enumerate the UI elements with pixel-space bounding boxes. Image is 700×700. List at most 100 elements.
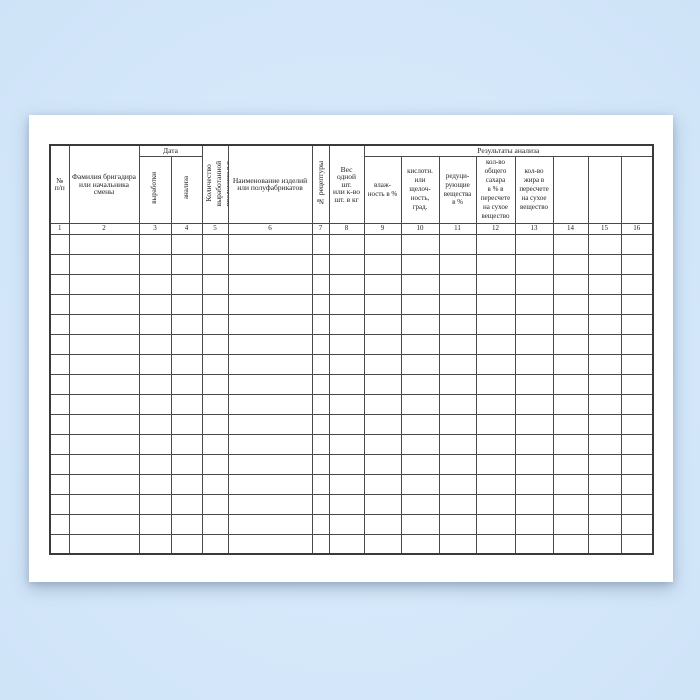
empty-cell xyxy=(438,353,477,375)
empty-cell xyxy=(68,393,140,415)
empty-cell xyxy=(170,333,203,355)
empty-cell xyxy=(587,313,622,335)
empty-cell xyxy=(552,473,589,495)
empty-cell xyxy=(514,373,554,395)
empty-cell xyxy=(363,413,402,435)
empty-cell xyxy=(438,253,477,275)
empty-cell xyxy=(138,293,172,315)
empty-cell xyxy=(438,333,477,355)
empty-cell xyxy=(552,393,589,415)
empty-cell xyxy=(438,473,477,495)
empty-cell xyxy=(363,473,402,495)
empty-cell xyxy=(552,333,589,355)
empty-cell xyxy=(363,493,402,515)
col-header-blank-15 xyxy=(587,155,622,224)
empty-cell xyxy=(311,473,330,495)
empty-cell xyxy=(49,473,70,495)
empty-cell xyxy=(170,373,203,395)
col-header-npp: № п/п xyxy=(49,144,70,224)
empty-cell xyxy=(620,313,654,335)
empty-cell xyxy=(400,293,440,315)
empty-cell xyxy=(311,493,330,515)
column-number: 5 xyxy=(201,222,229,235)
empty-cell xyxy=(475,273,516,295)
empty-cell xyxy=(363,453,402,475)
empty-cell xyxy=(227,513,313,535)
empty-cell xyxy=(311,293,330,315)
empty-cell xyxy=(49,373,70,395)
empty-cell xyxy=(227,473,313,495)
empty-cell xyxy=(438,273,477,295)
journal-table-container: № п/п Фамилия бригадира или начальника с… xyxy=(49,144,655,555)
empty-cell xyxy=(328,373,365,395)
empty-cell xyxy=(475,473,516,495)
empty-cell xyxy=(587,393,622,415)
empty-cell xyxy=(363,333,402,355)
empty-cell xyxy=(138,273,172,295)
empty-cell xyxy=(620,273,654,295)
empty-cell xyxy=(438,493,477,515)
empty-cell xyxy=(49,513,70,535)
table-row xyxy=(49,333,654,355)
empty-cell xyxy=(363,433,402,455)
empty-cell xyxy=(311,513,330,535)
empty-cell xyxy=(311,273,330,295)
empty-cell xyxy=(68,353,140,375)
empty-cell xyxy=(400,453,440,475)
table-row xyxy=(49,273,654,295)
empty-cell xyxy=(328,293,365,315)
empty-cell xyxy=(400,513,440,535)
table-row xyxy=(49,373,654,395)
empty-cell xyxy=(587,413,622,435)
empty-cell xyxy=(438,313,477,335)
empty-cell xyxy=(138,353,172,375)
empty-cell xyxy=(587,233,622,255)
empty-cell xyxy=(475,253,516,275)
empty-cell xyxy=(311,373,330,395)
empty-cell xyxy=(201,293,229,315)
col-header-moisture: влаж- ность в % xyxy=(363,155,402,224)
empty-cell xyxy=(170,433,203,455)
table-row xyxy=(49,233,654,255)
empty-cell xyxy=(438,433,477,455)
column-number: 13 xyxy=(514,222,554,235)
empty-cell xyxy=(620,293,654,315)
empty-cell xyxy=(328,353,365,375)
empty-cell xyxy=(620,333,654,355)
empty-cell xyxy=(475,493,516,515)
empty-cell xyxy=(68,253,140,275)
empty-cell xyxy=(49,233,70,255)
empty-cell xyxy=(227,253,313,275)
empty-cell xyxy=(138,413,172,435)
empty-cell xyxy=(438,533,477,555)
empty-cell xyxy=(201,473,229,495)
empty-cell xyxy=(475,453,516,475)
empty-cell xyxy=(328,433,365,455)
empty-cell xyxy=(328,393,365,415)
empty-cell xyxy=(170,493,203,515)
empty-cell xyxy=(227,293,313,315)
empty-cell xyxy=(514,433,554,455)
empty-cell xyxy=(49,533,70,555)
col-header-blank-16 xyxy=(620,155,654,224)
empty-cell xyxy=(587,473,622,495)
table-row xyxy=(49,313,654,335)
empty-cell xyxy=(227,333,313,355)
empty-cell xyxy=(587,373,622,395)
group-header-date: Дата xyxy=(138,144,203,157)
empty-cell xyxy=(138,433,172,455)
column-number: 8 xyxy=(328,222,365,235)
empty-cell xyxy=(68,533,140,555)
empty-cell xyxy=(620,433,654,455)
empty-cell xyxy=(138,233,172,255)
empty-cell xyxy=(311,393,330,415)
empty-cell xyxy=(138,473,172,495)
empty-cell xyxy=(514,233,554,255)
column-number: 2 xyxy=(68,222,140,235)
empty-cell xyxy=(514,293,554,315)
empty-cell xyxy=(400,393,440,415)
empty-cell xyxy=(201,393,229,415)
empty-cell xyxy=(552,533,589,555)
empty-cell xyxy=(400,493,440,515)
